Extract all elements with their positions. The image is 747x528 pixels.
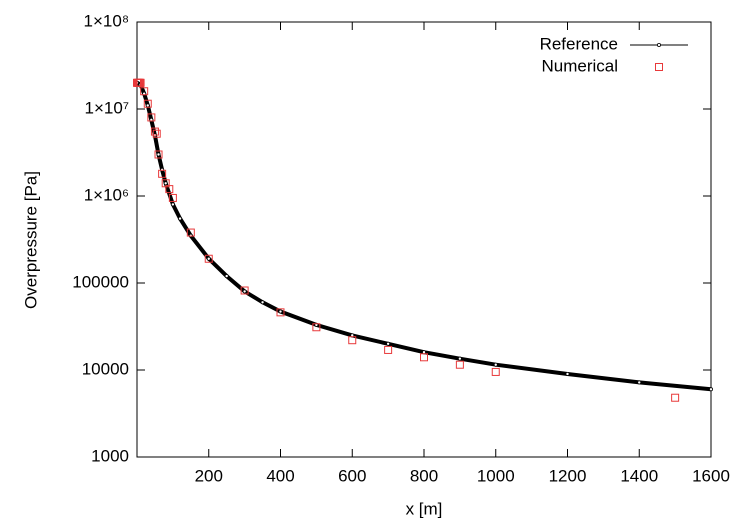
numerical-point bbox=[136, 78, 145, 87]
x-axis-label: x [m] bbox=[406, 499, 443, 518]
numerical-point bbox=[348, 336, 357, 345]
numerical-point bbox=[150, 127, 159, 136]
numerical-point bbox=[240, 286, 249, 295]
numerical-point bbox=[491, 367, 500, 376]
reference-point bbox=[278, 309, 283, 314]
x-tick-label: 400 bbox=[266, 466, 294, 485]
y-tick-label: 100000 bbox=[72, 272, 129, 291]
legend-label: Reference bbox=[540, 34, 618, 53]
reference-point bbox=[206, 256, 211, 261]
x-tick-label: 1000 bbox=[477, 466, 515, 485]
y-tick-label: 10000 bbox=[82, 359, 129, 378]
x-tick-label: 1600 bbox=[692, 466, 730, 485]
plot-frame bbox=[136, 21, 712, 458]
numerical-point bbox=[154, 150, 163, 159]
y-tick-label: 1000 bbox=[91, 446, 129, 465]
legend-marker bbox=[655, 63, 663, 71]
numerical-point bbox=[276, 308, 285, 317]
x-tick-label: 1200 bbox=[549, 466, 587, 485]
y-tick-label: 1×10⁶ bbox=[84, 185, 129, 204]
numerical-point bbox=[168, 193, 177, 202]
reference-point bbox=[163, 181, 168, 186]
y-axis-label: Overpressure [Pa] bbox=[21, 171, 40, 309]
x-tick-label: 200 bbox=[195, 466, 223, 485]
reference-point bbox=[260, 300, 265, 305]
reference-point bbox=[156, 152, 161, 157]
numerical-point bbox=[671, 393, 680, 402]
numerical-point bbox=[384, 345, 393, 354]
y-tick-label: 1×10⁷ bbox=[85, 98, 129, 117]
reference-point bbox=[170, 202, 175, 207]
numerical-point bbox=[312, 323, 321, 332]
numerical-point bbox=[158, 169, 167, 178]
x-tick-label: 1400 bbox=[620, 466, 658, 485]
numerical-point bbox=[143, 99, 152, 108]
y-tick-label: 1×10⁸ bbox=[84, 11, 129, 30]
reference-point bbox=[242, 289, 247, 294]
reference-line bbox=[136, 81, 712, 392]
numerical-point bbox=[455, 360, 464, 369]
numerical-point bbox=[420, 353, 428, 362]
reference-point bbox=[565, 371, 570, 376]
x-tick-label: 800 bbox=[410, 466, 438, 485]
numerical-point bbox=[186, 228, 195, 237]
numerical-point bbox=[147, 113, 156, 122]
reference-point bbox=[224, 274, 229, 279]
reference-point bbox=[637, 380, 642, 385]
reference-point bbox=[386, 341, 391, 346]
numerical-point bbox=[152, 129, 161, 138]
reference-point bbox=[457, 356, 462, 361]
numerical-point bbox=[165, 185, 174, 194]
reference-point bbox=[709, 387, 714, 392]
reference-point bbox=[178, 216, 183, 221]
reference-point bbox=[145, 103, 150, 108]
reference-point bbox=[493, 362, 498, 367]
numerical-point bbox=[140, 87, 149, 96]
numerical-point bbox=[204, 254, 213, 263]
legend-label: Numerical bbox=[541, 56, 618, 75]
x-tick-label: 600 bbox=[338, 466, 366, 485]
legend-marker bbox=[657, 43, 662, 48]
